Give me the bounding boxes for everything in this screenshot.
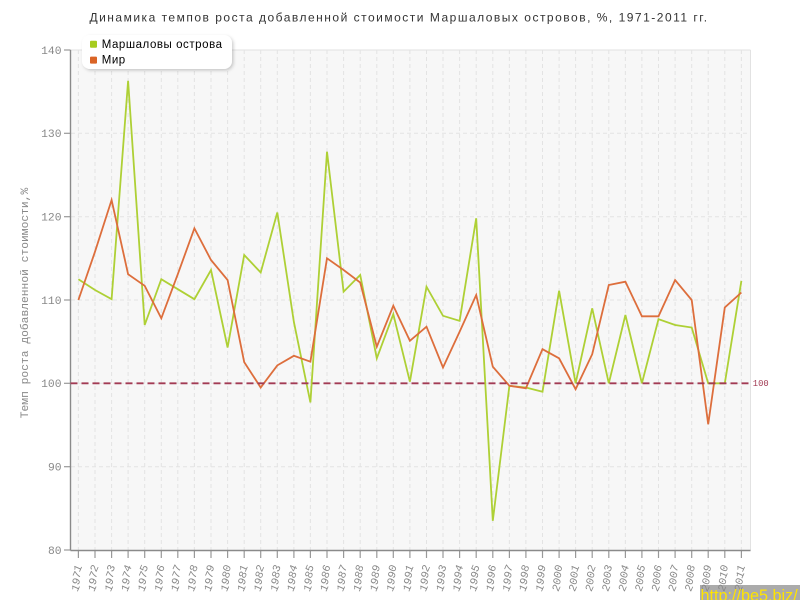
svg-text:http://be5.biz/: http://be5.biz/ [701, 587, 799, 600]
svg-text:2009: 2009 [700, 563, 716, 594]
svg-text:1987: 1987 [335, 563, 352, 594]
svg-text:1975: 1975 [136, 563, 153, 594]
svg-text:2006: 2006 [650, 563, 666, 594]
svg-text:1984: 1984 [285, 563, 302, 594]
svg-text:1979: 1979 [202, 563, 219, 594]
svg-text:130: 130 [41, 129, 62, 141]
svg-text:100: 100 [753, 379, 769, 389]
svg-text:1992: 1992 [418, 563, 435, 594]
svg-text:Маршаловы острова: Маршаловы острова [102, 39, 223, 51]
svg-text:2001: 2001 [567, 563, 584, 594]
svg-text:1994: 1994 [451, 563, 468, 594]
svg-text:1976: 1976 [153, 563, 170, 594]
svg-text:1993: 1993 [434, 563, 451, 594]
svg-text:1989: 1989 [368, 563, 385, 594]
svg-text:2000: 2000 [550, 563, 566, 594]
svg-text:1985: 1985 [302, 563, 319, 594]
svg-text:2007: 2007 [666, 563, 682, 594]
svg-text:Мир: Мир [102, 55, 126, 67]
svg-text:1999: 1999 [534, 563, 551, 594]
svg-text:1971: 1971 [70, 563, 87, 594]
svg-text:1990: 1990 [385, 563, 402, 594]
svg-text:1991: 1991 [401, 563, 418, 594]
svg-text:2003: 2003 [600, 563, 616, 594]
svg-text:2010: 2010 [716, 563, 733, 594]
svg-text:1995: 1995 [468, 563, 485, 594]
svg-text:1986: 1986 [318, 563, 335, 594]
svg-text:1974: 1974 [119, 563, 136, 594]
svg-text:Динамика темпов роста добавлен: Динамика темпов роста добавленной стоимо… [89, 10, 708, 24]
svg-text:1983: 1983 [269, 563, 286, 594]
svg-text:1980: 1980 [219, 563, 236, 594]
svg-text:2008: 2008 [683, 563, 699, 594]
svg-text:1997: 1997 [501, 563, 518, 594]
svg-text:1978: 1978 [186, 563, 203, 594]
svg-text:1996: 1996 [484, 563, 501, 594]
svg-text:1998: 1998 [517, 563, 534, 594]
svg-text:80: 80 [48, 546, 62, 558]
svg-text:1973: 1973 [103, 563, 120, 594]
svg-text:90: 90 [48, 463, 62, 475]
svg-text:1981: 1981 [236, 563, 253, 594]
svg-text:120: 120 [41, 213, 62, 225]
svg-text:2004: 2004 [617, 563, 634, 594]
svg-text:140: 140 [41, 46, 62, 58]
svg-text:1988: 1988 [352, 563, 369, 594]
svg-text:1972: 1972 [86, 563, 103, 594]
svg-text:110: 110 [41, 296, 62, 308]
svg-text:100: 100 [41, 379, 62, 391]
svg-text:2002: 2002 [584, 563, 600, 594]
svg-text:Темп роста добавленной стоимос: Темп роста добавленной стоимости,% [19, 188, 32, 419]
svg-text:2011: 2011 [733, 563, 750, 594]
svg-text:1977: 1977 [169, 563, 186, 594]
svg-text:1982: 1982 [252, 563, 269, 594]
svg-text:2005: 2005 [633, 563, 649, 594]
